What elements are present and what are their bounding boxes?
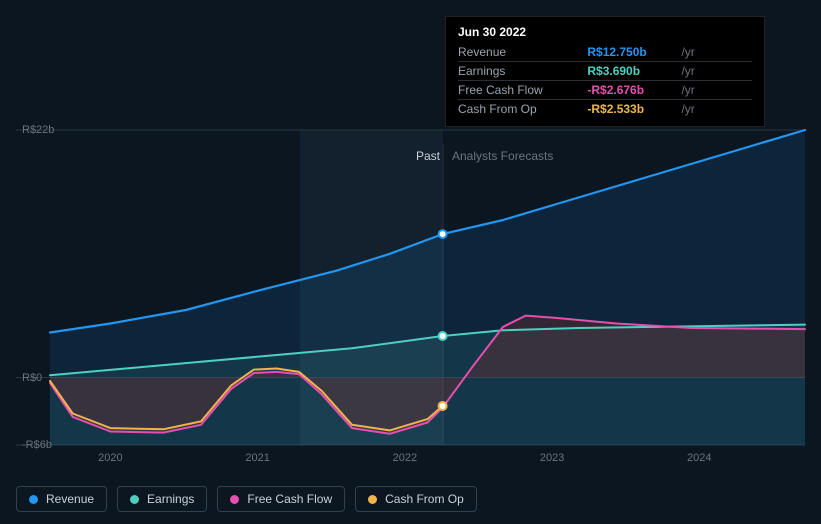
legend-item-cfo[interactable]: Cash From Op (355, 486, 477, 512)
legend-label: Earnings (147, 492, 194, 506)
past-label: Past (416, 149, 440, 163)
tooltip-table: RevenueR$12.750b/yrEarningsR$3.690b/yrFr… (458, 43, 752, 118)
financials-chart: Past Analysts Forecasts R$22b R$0 -R$6b 20… (0, 0, 821, 524)
x-tick-label: 2023 (540, 452, 564, 464)
tooltip-row: Free Cash Flow-R$2.676b/yr (458, 81, 752, 100)
tooltip-row-unit: /yr (681, 43, 752, 62)
legend-item-revenue[interactable]: Revenue (16, 486, 107, 512)
legend-label: Revenue (46, 492, 94, 506)
tooltip-row-label: Free Cash Flow (458, 81, 587, 100)
forecast-label: Analysts Forecasts (452, 149, 553, 163)
tooltip-row-value: R$3.690b (587, 62, 681, 81)
tooltip-date: Jun 30 2022 (458, 25, 752, 39)
legend-item-fcf[interactable]: Free Cash Flow (217, 486, 345, 512)
x-tick-label: 2020 (98, 452, 122, 464)
chart-legend: Revenue Earnings Free Cash Flow Cash From O… (16, 486, 477, 512)
legend-label: Cash From Op (385, 492, 464, 506)
legend-dot-icon (368, 495, 377, 504)
x-tick-label: 2022 (393, 452, 417, 464)
tooltip-row-unit: /yr (681, 100, 752, 119)
legend-dot-icon (230, 495, 239, 504)
y-tick-label: R$22b (22, 124, 54, 136)
y-tick-label: -R$6b (22, 439, 52, 451)
legend-item-earnings[interactable]: Earnings (117, 486, 207, 512)
tooltip-row-label: Cash From Op (458, 100, 587, 119)
chart-tooltip: Jun 30 2022 RevenueR$12.750b/yrEarningsR… (445, 16, 765, 127)
tooltip-row: EarningsR$3.690b/yr (458, 62, 752, 81)
tooltip-row-label: Earnings (458, 62, 587, 81)
tooltip-row-unit: /yr (681, 81, 752, 100)
tooltip-row-value: -R$2.676b (587, 81, 681, 100)
legend-dot-icon (130, 495, 139, 504)
tooltip-row-unit: /yr (681, 62, 752, 81)
legend-dot-icon (29, 495, 38, 504)
tooltip-row-value: R$12.750b (587, 43, 681, 62)
tooltip-row: Cash From Op-R$2.533b/yr (458, 100, 752, 119)
tooltip-row: RevenueR$12.750b/yr (458, 43, 752, 62)
tooltip-row-value: -R$2.533b (587, 100, 681, 119)
x-tick-label: 2024 (687, 452, 711, 464)
x-tick-label: 2021 (245, 452, 269, 464)
legend-label: Free Cash Flow (247, 492, 332, 506)
tooltip-row-label: Revenue (458, 43, 587, 62)
y-tick-label: R$0 (22, 372, 42, 384)
